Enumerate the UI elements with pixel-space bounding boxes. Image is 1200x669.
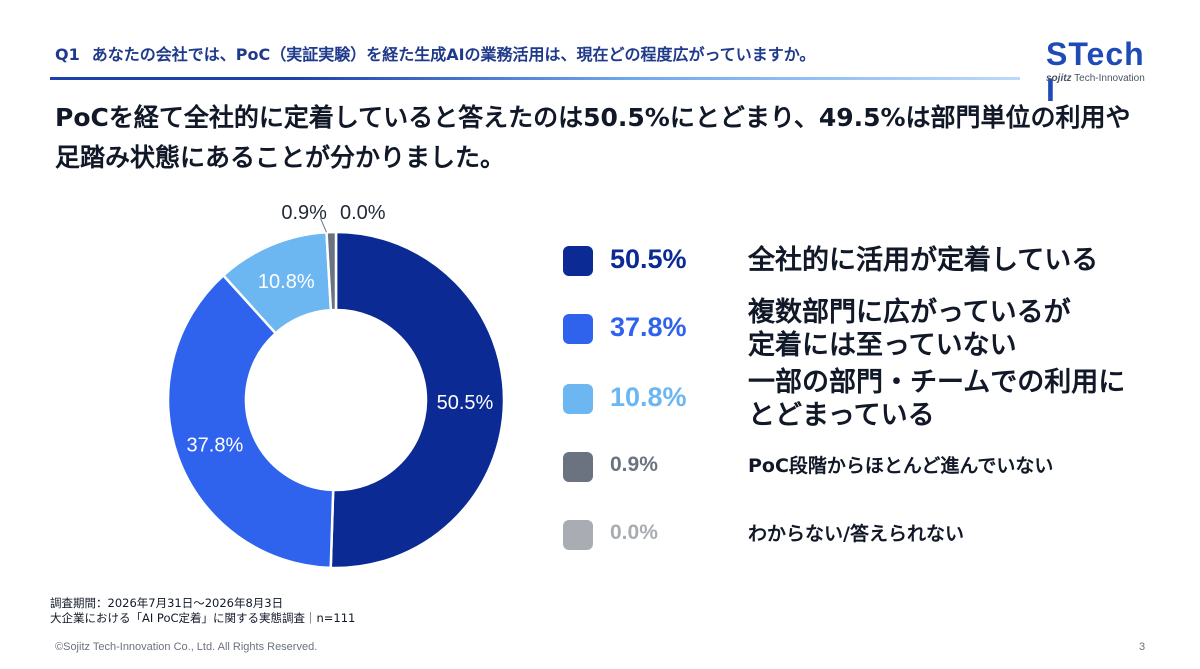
legend-swatch (563, 452, 593, 482)
question-number: Q1 (55, 45, 80, 64)
legend-label: 全社的に活用が定着している (748, 244, 1098, 277)
logo-wordmark: STech I (1046, 36, 1145, 108)
logo-sub-text: Tech-Innovation (1074, 73, 1145, 84)
legend-swatch (563, 384, 593, 414)
survey-description: 大企業における「AI PoC定着」に関する実態調査｜n=111 (50, 611, 356, 625)
slice-data-label-3: 10.8% (258, 271, 315, 293)
legend-value: 10.8% (610, 382, 687, 412)
logo-sub-brand: sojitz (1046, 73, 1072, 84)
legend-swatch (563, 246, 593, 276)
legend-label-line: 一部の部門・チームでの利用に (748, 367, 1126, 398)
legend-label-line: 全社的に活用が定着している (748, 245, 1099, 276)
legend-value: 0.9% (610, 453, 658, 476)
donut-chart: 50.5% 37.8% 10.8% 0.9% 0.0% (166, 202, 506, 570)
legend-swatch (563, 520, 593, 550)
header-divider (50, 77, 1020, 80)
donut-slice-2 (166, 273, 335, 570)
legend-value: 50.5% (610, 244, 687, 274)
legend-label-line: 複数部門に広がっているが (748, 297, 1071, 328)
headline-line-2: 足踏み状態にあることが分かりました。 (55, 143, 506, 172)
legend-label-line: とどまっている (748, 400, 935, 431)
donut-slice-1 (329, 230, 506, 570)
legend-label: 一部の部門・チームでの利用に とどまっている (748, 366, 1125, 432)
donut-slice-4 (325, 230, 338, 312)
legend-label-line: PoC段階からほとんど進んでいない (748, 455, 1054, 477)
slice-data-label-5: 0.0% (340, 202, 386, 224)
legend-label: わからない/答えられない (748, 522, 964, 547)
survey-period: 調査期間：2026年7月31日～2026年8月3日 (50, 596, 284, 610)
headline: PoCを経て全社的に定着していると答えたのは50.5%にとどまり、49.5%は部… (55, 98, 1165, 178)
logo-subtitle: sojitz Tech-Innovation (1046, 73, 1145, 84)
survey-footnote: 調査期間：2026年7月31日～2026年8月3日 大企業における「AI PoC… (50, 596, 355, 626)
legend-label: PoC段階からほとんど進んでいない (748, 454, 1053, 479)
company-logo: STech I sojitz Tech-Innovation (1044, 36, 1164, 108)
legend-swatch (563, 314, 593, 344)
slice-data-label-1: 50.5% (437, 392, 494, 414)
legend-label: 複数部門に広がっているが 定着には至っていない (748, 296, 1071, 362)
slice-data-label-2: 37.8% (187, 434, 244, 456)
headline-line-1: PoCを経て全社的に定着していると答えたのは50.5%にとどまり、49.5%は部… (55, 103, 1131, 132)
legend-value: 0.0% (610, 521, 658, 544)
legend-label-line: わからない/答えられない (748, 523, 964, 545)
slice-data-label-4: 0.9% (281, 202, 327, 224)
copyright: ©Sojitz Tech-Innovation Co., Ltd. All Ri… (55, 641, 318, 653)
question-text: あなたの会社では、PoC（実証実験）を経た生成AIの業務活用は、現在どの程度広が… (91, 45, 816, 64)
page-number: 3 (1139, 641, 1146, 653)
small-slice-leader-line (320, 218, 327, 233)
legend-value: 37.8% (610, 312, 687, 342)
legend-label-line: 定着には至っていない (748, 330, 1017, 361)
question-title: Q1 あなたの会社では、PoC（実証実験）を経た生成AIの業務活用は、現在どの程度… (55, 41, 815, 65)
